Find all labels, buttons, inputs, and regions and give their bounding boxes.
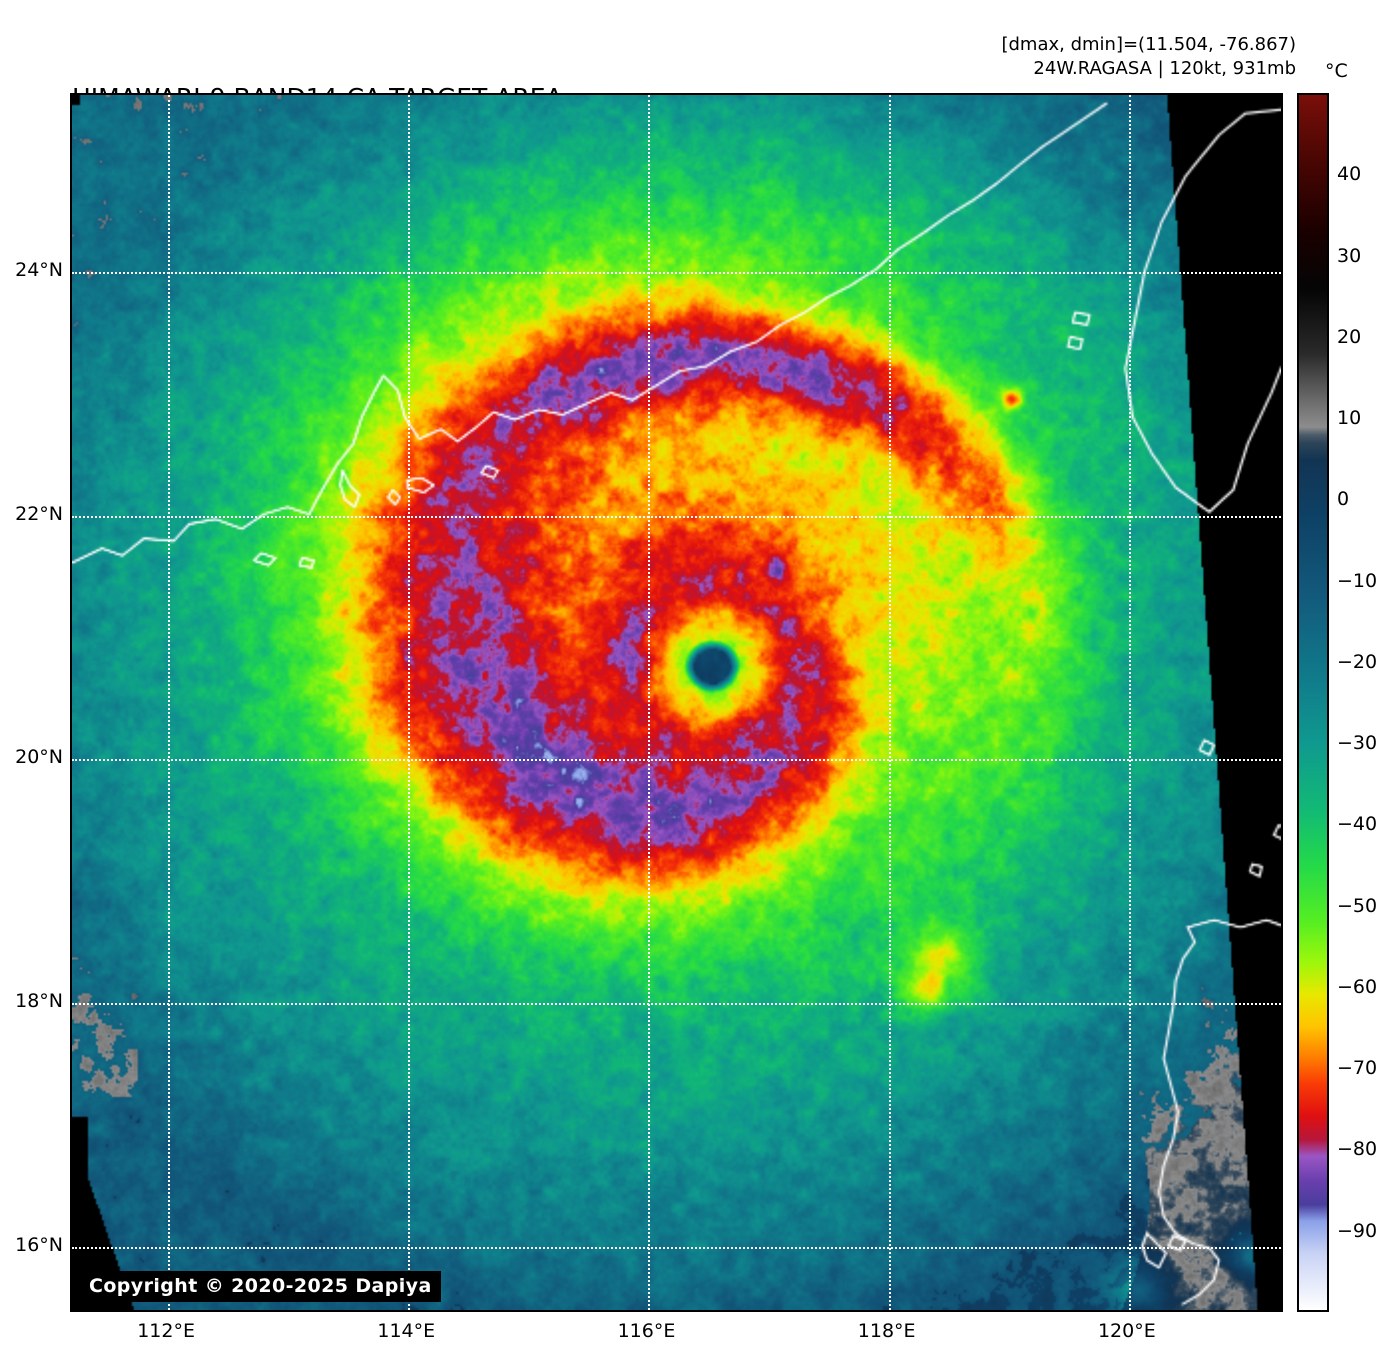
colorbar-tick-1: 30 xyxy=(1337,244,1362,267)
x-tick-0: 112°E xyxy=(137,1320,195,1342)
colorbar-tick-6: −20 xyxy=(1337,650,1378,673)
copyright-banner: Copyright © 2020-2025 Dapiya xyxy=(80,1271,441,1302)
satellite-image-panel[interactable]: Copyright © 2020-2025 Dapiya xyxy=(70,93,1283,1312)
x-tick-1: 114°E xyxy=(377,1320,436,1342)
y-tick-4: 16°N xyxy=(15,1233,63,1256)
colorbar-tick-12: −80 xyxy=(1337,1138,1378,1161)
colorbar-tick-7: −30 xyxy=(1337,732,1378,755)
y-tick-3: 18°N xyxy=(15,990,63,1013)
x-tick-2: 116°E xyxy=(617,1320,676,1342)
y-tick-2: 20°N xyxy=(15,746,63,769)
x-tick-3: 118°E xyxy=(857,1320,916,1342)
colorbar-tick-13: −90 xyxy=(1337,1219,1378,1242)
storm-intensity-readout: 24W.RAGASA | 120kt, 931mb xyxy=(1033,58,1296,79)
colorbar-tick-4: 0 xyxy=(1337,488,1350,511)
colorbar-unit-label: °C xyxy=(1325,60,1348,82)
satellite-imagery-canvas xyxy=(72,95,1281,1310)
colorbar-tick-10: −60 xyxy=(1337,975,1378,998)
colorbar-tick-3: 10 xyxy=(1337,407,1362,430)
colorbar-tick-9: −50 xyxy=(1337,894,1378,917)
x-tick-4: 120°E xyxy=(1097,1320,1156,1342)
y-tick-0: 24°N xyxy=(15,258,63,281)
colorbar-tick-8: −40 xyxy=(1337,813,1378,836)
colorbar-tick-5: −10 xyxy=(1337,569,1378,592)
colorbar[interactable] xyxy=(1297,93,1329,1312)
colorbar-tick-2: 20 xyxy=(1337,325,1362,348)
header-metadata: [dmax, dmin]=(11.504, -76.867) 24W.RAGAS… xyxy=(1001,33,1296,81)
colorbar-gradient xyxy=(1299,95,1327,1310)
dmax-dmin-readout: [dmax, dmin]=(11.504, -76.867) xyxy=(1001,34,1296,55)
colorbar-tick-11: −70 xyxy=(1337,1057,1378,1080)
colorbar-tick-0: 40 xyxy=(1337,163,1362,186)
y-tick-1: 22°N xyxy=(15,502,63,525)
